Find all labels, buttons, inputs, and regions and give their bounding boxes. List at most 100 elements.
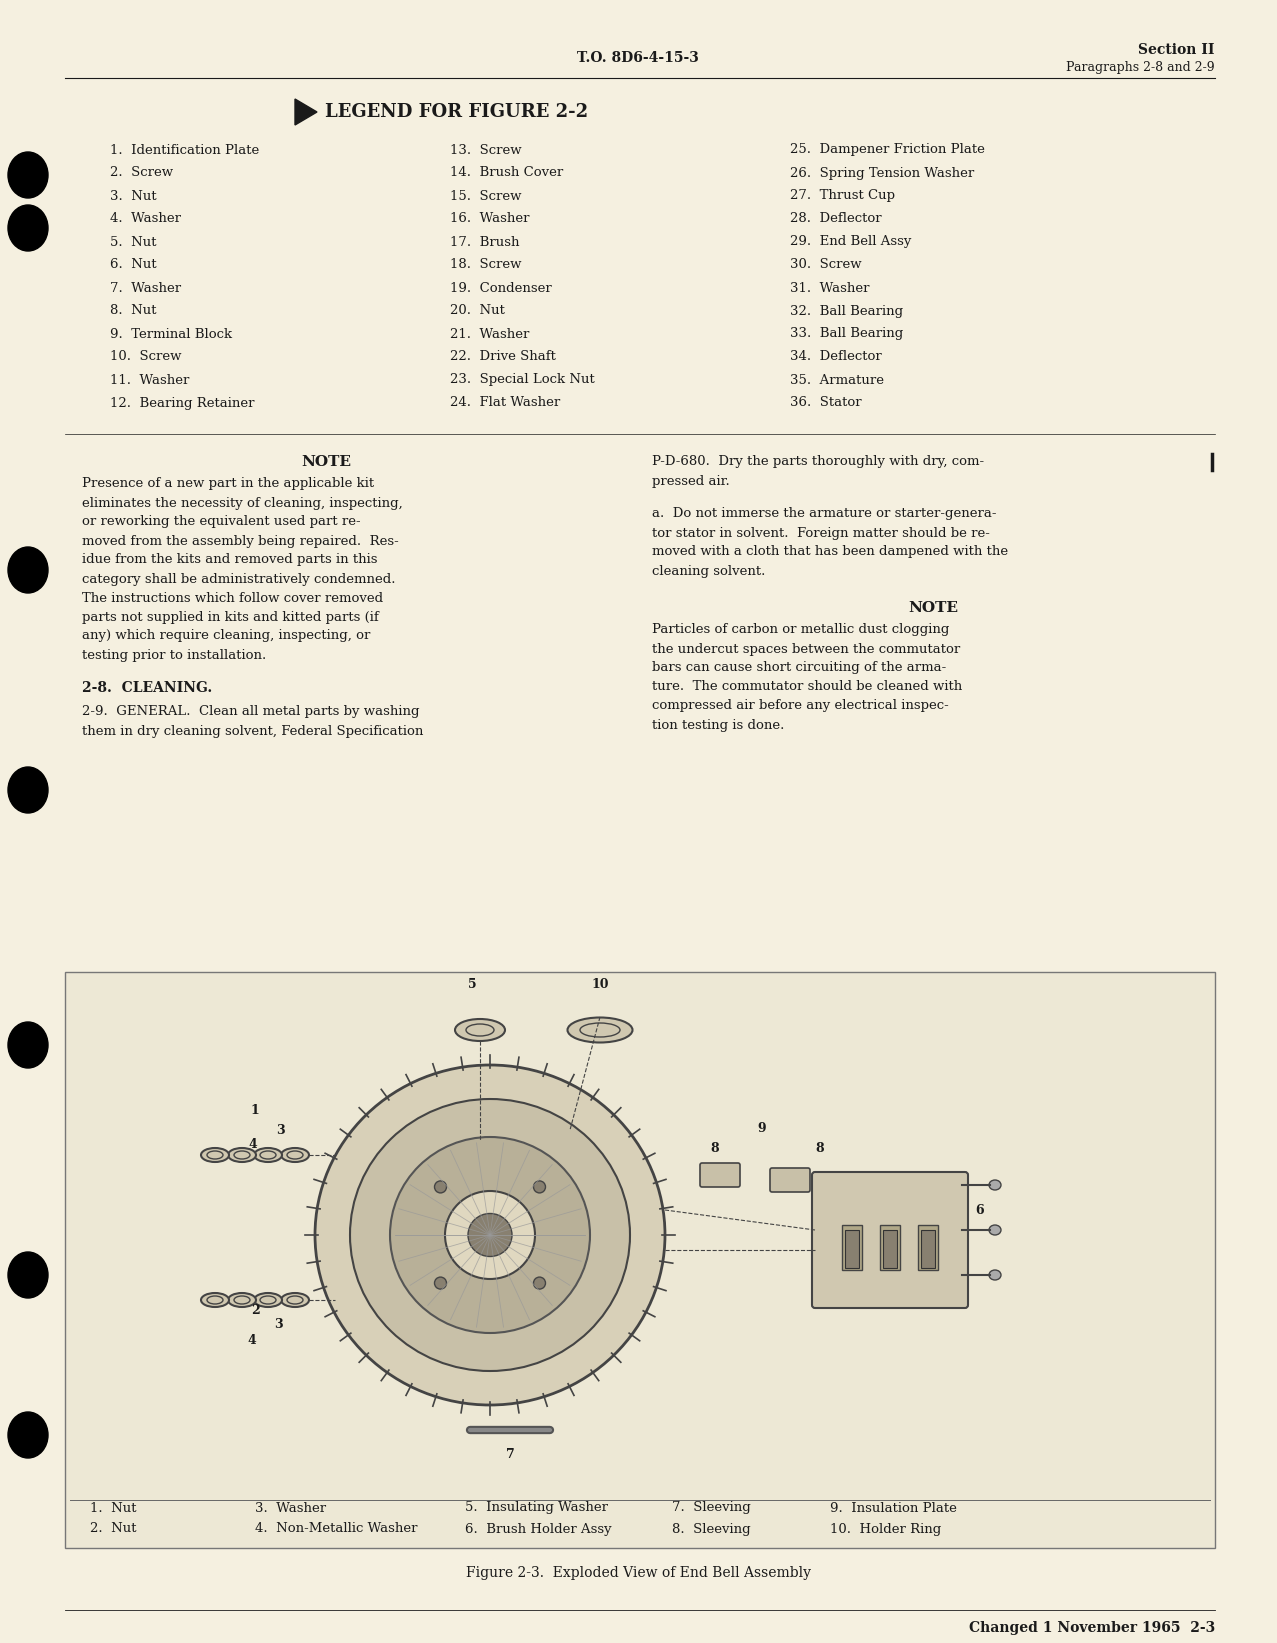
Text: 3.  Nut: 3. Nut (110, 189, 157, 202)
Bar (842, 1226, 862, 1270)
Text: 6: 6 (976, 1204, 985, 1216)
Text: pressed air.: pressed air. (653, 475, 729, 488)
Text: 7: 7 (506, 1449, 515, 1462)
Text: 2-9.  GENERAL.  Clean all metal parts by washing: 2-9. GENERAL. Clean all metal parts by w… (82, 705, 420, 718)
Text: eliminates the necessity of cleaning, inspecting,: eliminates the necessity of cleaning, in… (82, 496, 402, 509)
Text: Paragraphs 2-8 and 2-9: Paragraphs 2-8 and 2-9 (1066, 61, 1214, 74)
Text: category shall be administratively condemned.: category shall be administratively conde… (82, 572, 396, 585)
Ellipse shape (567, 1017, 632, 1043)
Ellipse shape (534, 1277, 545, 1290)
Text: 24.  Flat Washer: 24. Flat Washer (450, 396, 561, 409)
Text: 12.  Bearing Retainer: 12. Bearing Retainer (110, 396, 254, 409)
Ellipse shape (8, 153, 49, 199)
Ellipse shape (534, 1181, 545, 1193)
Text: 31.  Washer: 31. Washer (790, 281, 870, 294)
Ellipse shape (315, 1065, 665, 1405)
Text: 3: 3 (273, 1318, 282, 1331)
Text: 23.  Special Lock Nut: 23. Special Lock Nut (450, 373, 595, 386)
Text: 1: 1 (250, 1104, 259, 1117)
Text: Figure 2-3.  Exploded View of End Bell Assembly: Figure 2-3. Exploded View of End Bell As… (466, 1566, 811, 1581)
Bar (882, 1231, 896, 1268)
Text: 7.  Sleeving: 7. Sleeving (672, 1502, 751, 1515)
Text: 33.  Ball Bearing: 33. Ball Bearing (790, 327, 903, 340)
Text: a.  Do not immerse the armature or starter-genera-: a. Do not immerse the armature or starte… (653, 508, 996, 521)
Text: 20.  Nut: 20. Nut (450, 304, 504, 317)
Ellipse shape (8, 547, 49, 593)
Ellipse shape (8, 205, 49, 251)
FancyBboxPatch shape (700, 1163, 739, 1186)
Ellipse shape (229, 1148, 255, 1162)
Text: 18.  Screw: 18. Screw (450, 258, 521, 271)
Text: 19.  Condenser: 19. Condenser (450, 281, 552, 294)
Text: 4.  Non-Metallic Washer: 4. Non-Metallic Washer (255, 1523, 418, 1536)
Text: any) which require cleaning, inspecting, or: any) which require cleaning, inspecting,… (82, 629, 370, 642)
Text: 28.  Deflector: 28. Deflector (790, 212, 881, 225)
Ellipse shape (389, 1137, 590, 1332)
Text: idue from the kits and removed parts in this: idue from the kits and removed parts in … (82, 554, 378, 567)
FancyBboxPatch shape (770, 1168, 810, 1193)
Text: Section II: Section II (1139, 43, 1214, 58)
Text: 1.  Identification Plate: 1. Identification Plate (110, 143, 259, 156)
Text: 36.  Stator: 36. Stator (790, 396, 862, 409)
Text: 26.  Spring Tension Washer: 26. Spring Tension Washer (790, 166, 974, 179)
Text: 25.  Dampener Friction Plate: 25. Dampener Friction Plate (790, 143, 985, 156)
Ellipse shape (988, 1226, 1001, 1236)
Text: 6.  Brush Holder Assy: 6. Brush Holder Assy (465, 1523, 612, 1536)
Ellipse shape (8, 1252, 49, 1298)
Text: 8: 8 (711, 1142, 719, 1155)
Ellipse shape (281, 1148, 309, 1162)
Text: 4: 4 (249, 1139, 258, 1152)
Text: ture.  The commutator should be cleaned with: ture. The commutator should be cleaned w… (653, 680, 963, 693)
FancyBboxPatch shape (812, 1171, 968, 1308)
Text: 30.  Screw: 30. Screw (790, 258, 862, 271)
Ellipse shape (444, 1191, 535, 1278)
Text: 9.  Insulation Plate: 9. Insulation Plate (830, 1502, 956, 1515)
Text: 9: 9 (757, 1122, 766, 1135)
Ellipse shape (8, 1022, 49, 1068)
Text: tor stator in solvent.  Foreign matter should be re-: tor stator in solvent. Foreign matter sh… (653, 526, 990, 539)
Text: Presence of a new part in the applicable kit: Presence of a new part in the applicable… (82, 478, 374, 491)
Text: 6.  Nut: 6. Nut (110, 258, 157, 271)
Ellipse shape (8, 767, 49, 813)
Text: parts not supplied in kits and kitted parts (if: parts not supplied in kits and kitted pa… (82, 611, 379, 623)
Text: 10.  Holder Ring: 10. Holder Ring (830, 1523, 941, 1536)
Text: 34.  Deflector: 34. Deflector (790, 350, 881, 363)
Text: 9.  Terminal Block: 9. Terminal Block (110, 327, 232, 340)
Text: T.O. 8D6-4-15-3: T.O. 8D6-4-15-3 (577, 51, 699, 66)
Text: cleaning solvent.: cleaning solvent. (653, 565, 765, 577)
Text: 8.  Sleeving: 8. Sleeving (672, 1523, 751, 1536)
Text: moved from the assembly being repaired.  Res-: moved from the assembly being repaired. … (82, 534, 398, 547)
Text: P-D-680.  Dry the parts thoroughly with dry, com-: P-D-680. Dry the parts thoroughly with d… (653, 455, 985, 468)
Text: 3.  Washer: 3. Washer (255, 1502, 326, 1515)
Text: 4.  Washer: 4. Washer (110, 212, 181, 225)
Text: 2-8.  CLEANING.: 2-8. CLEANING. (82, 680, 212, 695)
Text: 1.  Nut: 1. Nut (89, 1502, 137, 1515)
Ellipse shape (434, 1277, 447, 1290)
Text: 2: 2 (250, 1303, 259, 1316)
Ellipse shape (988, 1180, 1001, 1190)
Text: 5: 5 (467, 979, 476, 991)
Ellipse shape (229, 1293, 255, 1306)
Ellipse shape (455, 1019, 504, 1042)
Text: bars can cause short circuiting of the arma-: bars can cause short circuiting of the a… (653, 662, 946, 675)
Text: 21.  Washer: 21. Washer (450, 327, 530, 340)
Text: 7.  Washer: 7. Washer (110, 281, 181, 294)
Text: 5.  Nut: 5. Nut (110, 235, 157, 248)
Ellipse shape (254, 1293, 282, 1306)
Text: 10: 10 (591, 979, 609, 991)
Text: 27.  Thrust Cup: 27. Thrust Cup (790, 189, 895, 202)
Text: 2.  Screw: 2. Screw (110, 166, 174, 179)
Bar (880, 1226, 900, 1270)
Ellipse shape (8, 1411, 49, 1457)
Text: 13.  Screw: 13. Screw (450, 143, 521, 156)
Text: 11.  Washer: 11. Washer (110, 373, 189, 386)
Bar (65, 973, 1214, 1548)
Text: moved with a cloth that has been dampened with the: moved with a cloth that has been dampene… (653, 545, 1008, 559)
Ellipse shape (281, 1293, 309, 1306)
Text: 32.  Ball Bearing: 32. Ball Bearing (790, 304, 903, 317)
Text: 14.  Brush Cover: 14. Brush Cover (450, 166, 563, 179)
Ellipse shape (200, 1148, 229, 1162)
Ellipse shape (254, 1148, 282, 1162)
Text: 5.  Insulating Washer: 5. Insulating Washer (465, 1502, 608, 1515)
Text: 15.  Screw: 15. Screw (450, 189, 521, 202)
